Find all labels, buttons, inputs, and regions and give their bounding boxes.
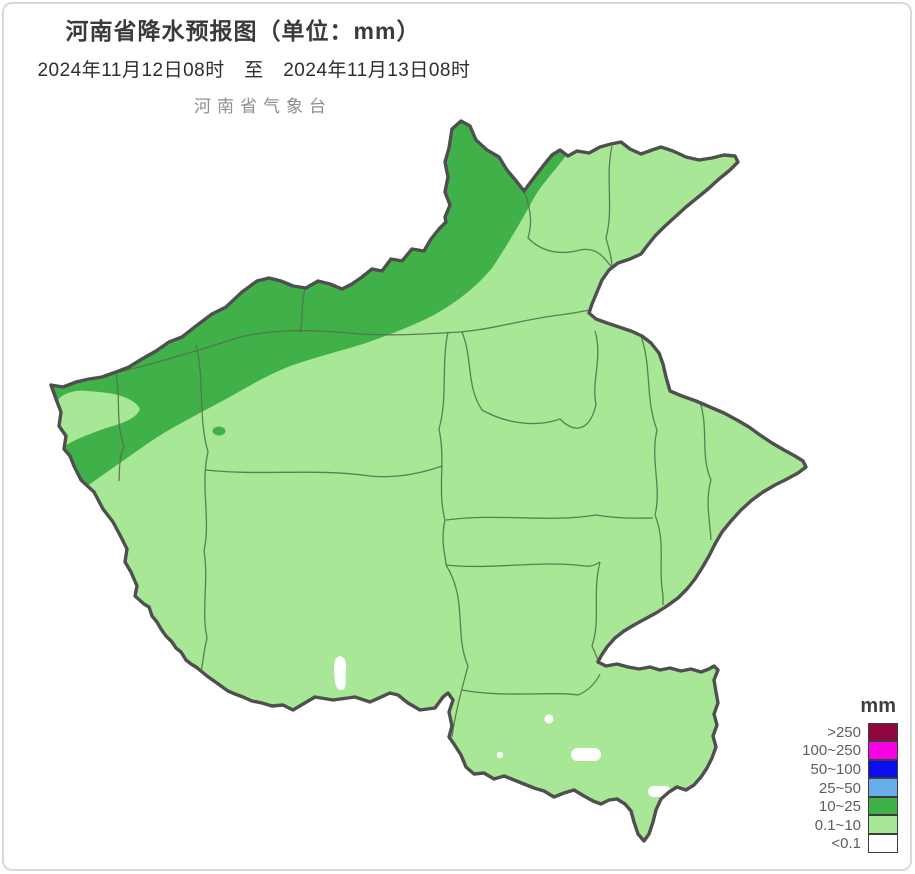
legend-label: <0.1 [831, 835, 861, 853]
district-boundary [445, 561, 601, 568]
legend-swatch [868, 796, 898, 816]
legend-row: 10~25 [802, 796, 898, 816]
legend-row: 25~50 [802, 778, 898, 798]
forecast-period: 2024年11月12日08时 至 2024年11月13日08时 [37, 60, 471, 81]
precip-legend: mm >250 100~250 50~100 25~50 10~25 0.1~1… [802, 695, 898, 853]
precip-zone-0-1-to-10 [51, 121, 806, 841]
district-boundary [119, 309, 591, 373]
issuing-agency: 河南省气象台 [194, 97, 332, 116]
district-boundary [461, 673, 601, 696]
district-boundary [461, 330, 599, 429]
precip-zone-below-0-1 [496, 751, 504, 759]
legend-swatch [868, 815, 898, 835]
legend-row: 50~100 [802, 759, 898, 779]
district-boundary [699, 401, 712, 541]
district-boundary [299, 287, 306, 334]
district-boundary [205, 465, 443, 478]
legend-row: >250 [802, 722, 898, 742]
legend-label: 10~25 [818, 798, 861, 816]
district-boundary [640, 335, 664, 605]
legend-swatch [868, 741, 898, 760]
page-title: 河南省降水预报图（单位：mm） [65, 18, 421, 44]
legend-label: 50~100 [810, 760, 861, 778]
district-boundary [195, 344, 209, 672]
precip-zone-below-0-1 [571, 748, 601, 761]
district-boundary [445, 564, 469, 738]
district-boundary [591, 561, 601, 663]
precip-spot-10-to-25 [212, 426, 226, 436]
legend-row: 100~250 [802, 741, 898, 761]
precip-zone-below-0-1 [334, 656, 347, 691]
legend-unit: mm [860, 695, 896, 717]
legend-swatch [868, 722, 898, 742]
legend-label: 0.1~10 [814, 816, 861, 834]
legend-row: 0.1~10 [802, 815, 898, 835]
legend-label: >250 [827, 723, 861, 741]
precip-zone-below-0-1 [544, 714, 554, 724]
legend-swatch [868, 834, 898, 853]
district-boundary [605, 145, 613, 269]
district-boundary [445, 514, 654, 521]
legend-row: <0.1 [802, 834, 898, 854]
precip-zone-0-1-to-10-inlier [51, 390, 140, 452]
district-boundary [115, 373, 125, 482]
district-boundaries [115, 145, 712, 738]
legend-swatch [868, 759, 898, 779]
legend-label: 25~50 [818, 779, 861, 797]
district-boundary [523, 190, 613, 269]
legend-swatch [868, 778, 898, 797]
legend-label: 100~250 [802, 742, 861, 760]
